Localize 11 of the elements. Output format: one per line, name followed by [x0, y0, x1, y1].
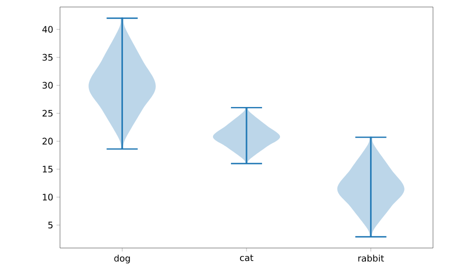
y-tick-label: 35	[42, 54, 53, 61]
y-tick-label: 30	[42, 82, 53, 89]
y-tick-label: 5	[48, 222, 53, 228]
y-tick-label: 20	[42, 138, 53, 145]
x-tick-label: dog	[114, 254, 130, 264]
y-tick-label: 40	[42, 26, 53, 33]
y-tick-label: 10	[42, 194, 53, 201]
x-tick-label: rabbit	[358, 254, 384, 262]
x-tick-label: cat	[240, 254, 254, 262]
y-tick-label: 15	[42, 166, 53, 172]
y-tick-label: 25	[42, 110, 53, 117]
